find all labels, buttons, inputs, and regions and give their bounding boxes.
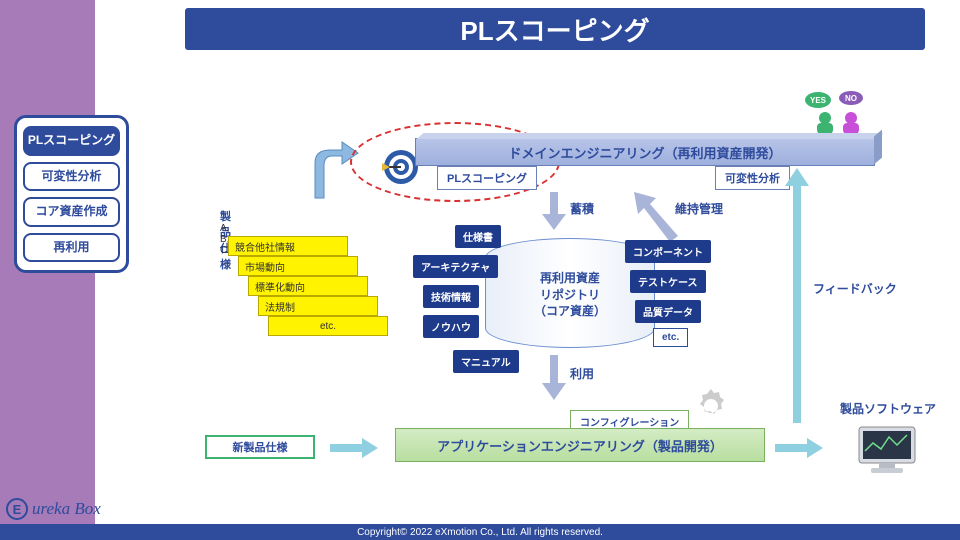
arrow-down-use (542, 355, 566, 400)
chip-arch: アーキテクチャ (413, 255, 498, 278)
label-maintain: 維持管理 (675, 200, 723, 217)
bulb-icon: E (6, 498, 28, 520)
card-etc: etc. (268, 316, 388, 336)
variability-analysis-box: 可変性分析 (715, 166, 790, 190)
monitor-icon (855, 425, 920, 475)
footer-copyright: Copyright© 2022 eXmotion Co., Ltd. All r… (0, 524, 960, 540)
repo-l3: （コア資産） (534, 303, 606, 320)
arrow-up-feedback (785, 168, 809, 423)
logo-text: ureka Box (32, 499, 101, 519)
repo-l2: リポジトリ (540, 287, 600, 304)
chip-testcase: テストケース (630, 270, 706, 293)
arrow-down-accum (542, 192, 566, 230)
nav-reuse[interactable]: 再利用 (23, 233, 120, 263)
input-arrow-icon (300, 138, 360, 203)
svg-text:NO: NO (845, 94, 857, 103)
page-title: PLスコーピング (185, 8, 925, 50)
chip-manual: マニュアル (453, 350, 519, 373)
nav-pl-scoping[interactable]: PLスコーピング (23, 126, 120, 156)
label-use: 利用 (570, 365, 594, 382)
product-software-label: 製品ソフトウェア (840, 400, 936, 417)
chip-spec: 仕様書 (455, 225, 501, 248)
nav-menu: PLスコーピング 可変性分析 コア資産作成 再利用 (14, 115, 129, 273)
card-market: 市場動向 (238, 256, 358, 276)
arrow-right-product (775, 438, 823, 458)
arrow-right-newspec (330, 438, 378, 458)
new-product-spec: 新製品仕様 (205, 435, 315, 459)
repo-l1: 再利用資産 (540, 270, 600, 287)
card-regulation: 法規制 (258, 296, 378, 316)
chip-quality: 品質データ (635, 300, 701, 323)
logo: E ureka Box (6, 498, 101, 520)
chip-tech: 技術情報 (423, 285, 479, 308)
repository-label: 再利用資産 リポジトリ （コア資産） (500, 255, 640, 335)
people-icon: YES NO (803, 90, 878, 135)
domain-engineering-bar: ドメインエンジニアリング（再利用資産開発） (415, 138, 875, 166)
card-competitor: 競合他社情報 (228, 236, 348, 256)
nav-variability[interactable]: 可変性分析 (23, 162, 120, 192)
label-accumulate: 蓄積 (570, 200, 594, 217)
card-standard: 標準化動向 (248, 276, 368, 296)
svg-text:YES: YES (810, 96, 827, 105)
pl-scoping-box: PLスコーピング (437, 166, 537, 190)
app-engineering-bar: アプリケーションエンジニアリング（製品開発） (395, 428, 765, 462)
diagram-area: YES NO ドメインエンジニアリング（再利用資産開発） PLスコーピング 可変… (175, 70, 950, 500)
nav-core-asset[interactable]: コア資産作成 (23, 197, 120, 227)
chip-component: コンポーネント (625, 240, 711, 263)
label-feedback: フィードバック (813, 280, 897, 297)
chip-knowhow: ノウハウ (423, 315, 479, 338)
gear-icon (690, 385, 732, 427)
chip-etc: etc. (653, 328, 688, 347)
